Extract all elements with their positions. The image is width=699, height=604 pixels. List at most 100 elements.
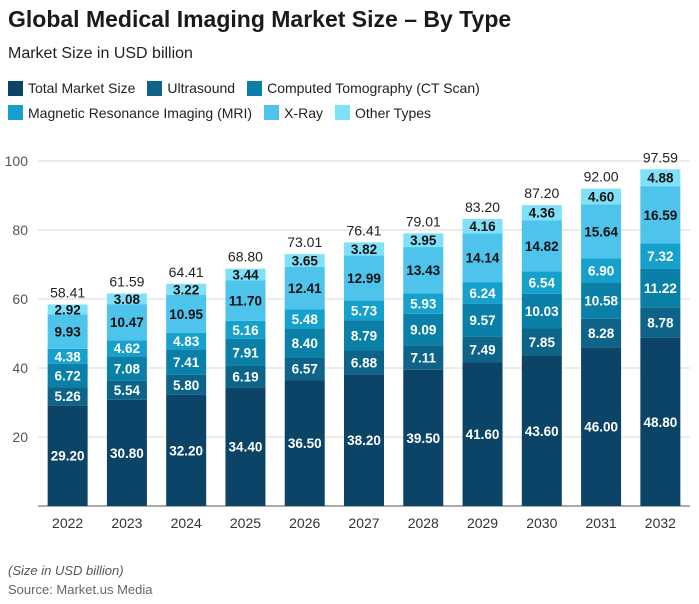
bar-segment [640, 243, 681, 269]
data-label: 43.60 [525, 424, 559, 439]
total-label: 58.41 [50, 284, 85, 300]
x-tick-label: 2030 [526, 515, 557, 531]
data-label: 5.48 [292, 312, 319, 327]
bar-segment [521, 328, 562, 356]
x-tick-label: 2029 [467, 515, 498, 531]
data-label: 6.90 [588, 263, 614, 278]
x-tick-label: 2026 [289, 515, 320, 531]
data-label: 8.78 [647, 315, 674, 330]
bar-segment [225, 280, 266, 321]
bar-segment [284, 380, 325, 506]
data-label: 5.16 [232, 323, 259, 338]
bar-segment [462, 303, 503, 337]
bar-segment [225, 387, 266, 506]
y-tick-label: 60 [12, 291, 28, 307]
data-label: 39.50 [406, 431, 440, 446]
bar-segment [640, 186, 681, 244]
bar-segment [581, 258, 622, 283]
total-label: 87.20 [524, 185, 559, 201]
bar-segment [521, 220, 562, 272]
bar-segment [225, 338, 266, 366]
bar-segment [640, 268, 681, 308]
bar-segment [521, 271, 562, 294]
data-label: 34.40 [229, 440, 263, 455]
data-label: 7.49 [469, 343, 495, 358]
y-tick-label: 100 [5, 153, 29, 169]
data-label: 6.57 [292, 362, 318, 377]
bar-segment [106, 340, 147, 357]
data-label: 5.54 [114, 383, 141, 398]
bar-segment [47, 314, 88, 349]
source-note: Source: Market.us Media [8, 582, 153, 597]
bar-segment [462, 362, 503, 506]
legend-label: Total Market Size [28, 80, 136, 96]
data-label: 5.93 [410, 297, 437, 312]
data-label: 4.83 [173, 334, 200, 349]
bar-segment [225, 365, 266, 388]
data-label: 46.00 [584, 420, 618, 435]
bar-segment [106, 380, 147, 400]
data-label: 12.41 [288, 281, 322, 296]
data-label: 6.19 [232, 370, 258, 385]
bar-segment [521, 355, 562, 506]
chart-title: Global Medical Imaging Market Size – By … [8, 6, 512, 32]
bar-segment [640, 307, 681, 338]
bar-segment [521, 293, 562, 329]
bar-segment [581, 347, 622, 506]
bar-segment [225, 268, 266, 281]
chart-subtitle: Market Size in USD billion [8, 45, 193, 62]
legend-swatch [147, 80, 163, 96]
data-label: 10.58 [584, 293, 618, 308]
bar-segment [403, 293, 444, 314]
data-label: 9.93 [54, 325, 81, 340]
bar-segment [640, 169, 681, 187]
data-label: 6.24 [469, 286, 496, 301]
data-label: 14.82 [525, 239, 559, 254]
data-label: 14.14 [466, 251, 500, 266]
data-label: 7.11 [411, 350, 437, 365]
legend-swatch [335, 105, 351, 120]
legend-label: Ultrasound [167, 80, 236, 96]
data-label: 6.54 [529, 276, 556, 291]
bar-segment [581, 188, 622, 205]
data-label: 7.41 [173, 355, 200, 370]
bar-segment [284, 357, 325, 381]
x-tick-label: 2022 [52, 515, 83, 531]
bar-segment [284, 266, 325, 310]
data-label: 3.65 [292, 253, 319, 268]
data-label: 29.20 [51, 449, 85, 464]
data-label: 11.70 [229, 294, 262, 309]
data-label: 13.43 [406, 263, 440, 278]
data-label: 6.72 [54, 369, 80, 384]
x-tick-label: 2027 [348, 515, 379, 531]
bar-segment [403, 233, 444, 248]
data-label: 7.85 [529, 335, 556, 350]
bar-segment [47, 348, 88, 364]
bar-segment [106, 356, 147, 381]
bar-segment [640, 337, 681, 506]
bar-segment [344, 350, 384, 375]
bar-segment [344, 300, 384, 321]
bar-segment [462, 336, 503, 363]
x-tick-label: 2031 [586, 515, 617, 531]
bar-segment [403, 369, 444, 506]
legend: Total Market Size Ultrasound Computed Tomo… [8, 77, 698, 126]
data-label: 5.26 [54, 389, 81, 404]
bar-segment [106, 399, 147, 506]
legend-label: Magnetic Resonance Imaging (MRI) [28, 104, 253, 121]
legend-swatch [8, 80, 23, 96]
data-label: 7.91 [232, 345, 259, 360]
total-label: 61.59 [109, 274, 144, 290]
data-label: 16.59 [643, 208, 677, 223]
bar-segment [462, 233, 503, 283]
bar-segment [47, 405, 88, 506]
total-label: 64.41 [169, 264, 204, 280]
bar-segment [344, 320, 384, 351]
bar-segment [47, 363, 88, 388]
data-label: 7.32 [647, 249, 673, 264]
data-label: 7.08 [114, 361, 141, 376]
legend-item: Total Market Size [8, 77, 135, 99]
bar-segment [344, 242, 384, 256]
bar-segment [462, 282, 503, 304]
